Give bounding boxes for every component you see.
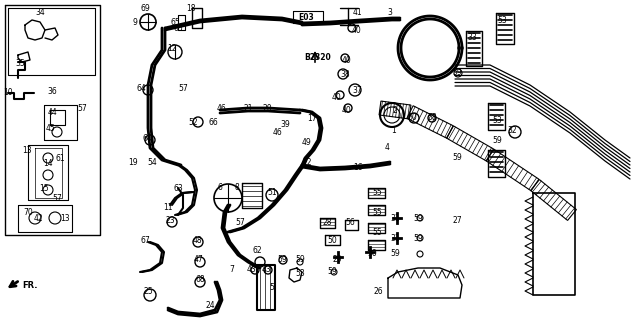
Text: 41: 41 bbox=[352, 7, 362, 17]
Text: 40: 40 bbox=[342, 106, 352, 115]
Text: 40: 40 bbox=[332, 92, 342, 101]
Text: 16: 16 bbox=[353, 163, 363, 172]
Text: 24: 24 bbox=[205, 300, 215, 309]
Text: 48: 48 bbox=[192, 236, 202, 244]
Text: 12: 12 bbox=[167, 44, 177, 52]
Text: 32: 32 bbox=[507, 125, 517, 134]
Text: 55: 55 bbox=[372, 188, 382, 196]
Text: 70: 70 bbox=[23, 207, 33, 217]
Text: 65: 65 bbox=[173, 23, 183, 33]
Text: 62: 62 bbox=[252, 245, 262, 254]
Text: 30: 30 bbox=[367, 250, 377, 259]
Text: 15: 15 bbox=[39, 183, 49, 193]
Text: 18: 18 bbox=[186, 4, 196, 12]
Text: 23: 23 bbox=[165, 215, 175, 225]
Text: 26: 26 bbox=[373, 287, 383, 297]
Text: 46: 46 bbox=[273, 127, 283, 137]
Text: 5: 5 bbox=[270, 283, 275, 292]
Text: 40: 40 bbox=[352, 26, 362, 35]
Text: 53: 53 bbox=[295, 269, 305, 278]
Text: 28: 28 bbox=[322, 218, 332, 227]
Text: 43: 43 bbox=[262, 266, 272, 275]
Text: 55: 55 bbox=[372, 207, 382, 217]
Text: 27: 27 bbox=[452, 215, 462, 225]
Text: 64: 64 bbox=[136, 84, 146, 92]
Text: 4: 4 bbox=[385, 142, 389, 151]
Text: 14: 14 bbox=[43, 158, 53, 167]
Text: 34: 34 bbox=[35, 7, 45, 17]
Text: 39: 39 bbox=[280, 119, 290, 129]
Text: 38: 38 bbox=[340, 69, 350, 78]
Text: 2: 2 bbox=[392, 106, 398, 115]
Text: 54: 54 bbox=[147, 157, 157, 166]
Text: B2320: B2320 bbox=[305, 52, 331, 61]
Text: 9: 9 bbox=[132, 18, 137, 27]
Text: 53: 53 bbox=[497, 15, 507, 25]
Text: 52: 52 bbox=[188, 117, 198, 126]
Text: 44: 44 bbox=[47, 108, 57, 116]
Text: 63: 63 bbox=[173, 183, 183, 193]
Text: 59: 59 bbox=[277, 255, 287, 265]
Text: 33: 33 bbox=[467, 33, 477, 42]
Text: 59: 59 bbox=[452, 153, 462, 162]
Text: 11: 11 bbox=[163, 203, 173, 212]
Text: 57: 57 bbox=[52, 194, 62, 203]
Text: 10: 10 bbox=[3, 87, 13, 97]
Text: 59: 59 bbox=[452, 68, 462, 76]
Text: 29: 29 bbox=[332, 255, 342, 265]
Text: 59: 59 bbox=[413, 213, 423, 222]
Text: 57: 57 bbox=[235, 218, 245, 227]
Text: 37: 37 bbox=[352, 85, 362, 94]
Text: 35: 35 bbox=[15, 59, 25, 68]
Text: 19: 19 bbox=[128, 157, 138, 166]
Text: 66: 66 bbox=[208, 117, 218, 126]
Text: 40: 40 bbox=[342, 55, 352, 65]
Text: 57: 57 bbox=[77, 103, 87, 113]
Text: 47: 47 bbox=[193, 255, 203, 265]
Text: 1: 1 bbox=[392, 125, 396, 134]
Text: 8: 8 bbox=[235, 182, 239, 191]
Text: FR.: FR. bbox=[22, 281, 38, 290]
Text: 68: 68 bbox=[195, 276, 205, 284]
Text: 59: 59 bbox=[390, 250, 400, 259]
Text: 65: 65 bbox=[170, 18, 180, 27]
Text: 67: 67 bbox=[140, 236, 150, 244]
Text: 45: 45 bbox=[45, 124, 55, 132]
Text: 36: 36 bbox=[47, 86, 57, 95]
Text: 59: 59 bbox=[295, 255, 305, 265]
Text: 43: 43 bbox=[247, 266, 257, 275]
Text: 31: 31 bbox=[391, 213, 400, 222]
Text: 7: 7 bbox=[230, 266, 235, 275]
Text: 58: 58 bbox=[427, 113, 437, 122]
Text: 3: 3 bbox=[387, 7, 392, 17]
Text: 17: 17 bbox=[307, 114, 317, 123]
Text: 22: 22 bbox=[302, 157, 312, 166]
Text: 46: 46 bbox=[217, 103, 227, 113]
Text: 21: 21 bbox=[243, 103, 252, 113]
Text: 59: 59 bbox=[413, 234, 423, 243]
Text: 59: 59 bbox=[492, 135, 502, 145]
Text: 61: 61 bbox=[55, 154, 65, 163]
Text: 64: 64 bbox=[142, 133, 152, 142]
Text: E03: E03 bbox=[298, 12, 314, 21]
Text: 59: 59 bbox=[327, 268, 337, 276]
Text: 57: 57 bbox=[178, 84, 188, 92]
Text: 6: 6 bbox=[218, 182, 223, 191]
Text: 51: 51 bbox=[267, 188, 277, 196]
Text: 60: 60 bbox=[407, 113, 417, 122]
Text: 56: 56 bbox=[345, 218, 355, 227]
Text: 49: 49 bbox=[302, 138, 312, 147]
Text: 20: 20 bbox=[262, 103, 272, 113]
Text: 69: 69 bbox=[140, 4, 150, 12]
Text: 13: 13 bbox=[22, 146, 32, 155]
Text: 42: 42 bbox=[33, 213, 43, 222]
Text: 50: 50 bbox=[327, 236, 337, 244]
Text: 53: 53 bbox=[492, 116, 502, 124]
Text: 55: 55 bbox=[372, 228, 382, 236]
Text: 31: 31 bbox=[391, 234, 400, 243]
Text: 25: 25 bbox=[143, 287, 153, 297]
Text: 13: 13 bbox=[60, 213, 70, 222]
